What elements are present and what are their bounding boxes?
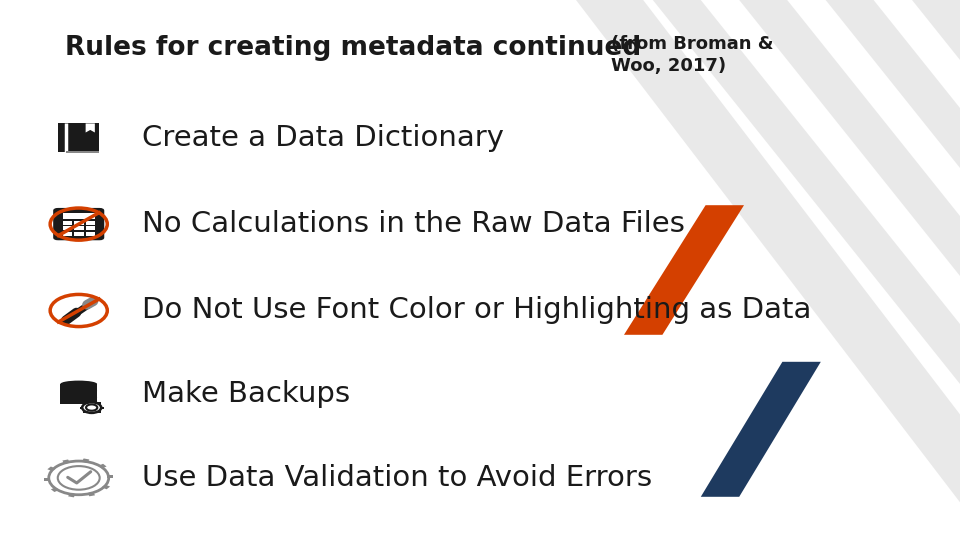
Bar [66,151,100,153]
Polygon shape [62,460,70,464]
Bar [62,232,72,235]
Bar [97,411,101,413]
Polygon shape [85,124,95,132]
Bar [90,401,93,403]
Text: Make Backups: Make Backups [142,380,350,408]
Circle shape [86,404,97,411]
Bar [74,232,84,235]
Bar [83,402,86,404]
FancyBboxPatch shape [53,208,105,240]
Polygon shape [87,492,95,496]
Bar [62,226,72,231]
Text: No Calculations in the Raw Data Files: No Calculations in the Raw Data Files [142,210,684,238]
Polygon shape [826,0,960,540]
Bar [86,221,95,225]
Bar [74,226,84,231]
Polygon shape [653,0,960,540]
Bar [86,226,95,231]
Polygon shape [701,362,821,497]
Text: Do Not Use Font Color or Highlighting as Data: Do Not Use Font Color or Highlighting as… [142,296,811,325]
Ellipse shape [60,387,97,394]
Text: Use Data Validation to Avoid Errors: Use Data Validation to Avoid Errors [142,464,652,492]
Ellipse shape [60,381,97,387]
Polygon shape [44,478,50,481]
Text: (from Broman &
Woo, 2017): (from Broman & Woo, 2017) [611,35,773,75]
Bar [83,411,86,413]
Polygon shape [82,458,89,463]
Polygon shape [576,0,960,540]
Polygon shape [108,475,113,478]
Circle shape [83,402,101,413]
Bar [58,124,100,152]
Bar [80,407,84,409]
Polygon shape [98,464,107,469]
Polygon shape [51,487,60,492]
Polygon shape [102,484,110,489]
Bar [60,391,97,397]
Bar [60,384,97,391]
Bar [97,402,101,404]
Polygon shape [624,205,744,335]
Ellipse shape [60,394,97,401]
Polygon shape [912,0,960,540]
Bar [60,397,97,404]
Polygon shape [47,467,56,471]
Bar [101,407,104,409]
Text: Rules for creating metadata continued: Rules for creating metadata continued [65,35,641,61]
Polygon shape [68,493,76,497]
Polygon shape [739,0,960,540]
Bar [62,221,72,225]
Bar [62,213,95,219]
Bar [90,413,93,414]
Text: Create a Data Dictionary: Create a Data Dictionary [142,124,504,152]
Bar [86,232,95,235]
Bar [74,221,84,225]
